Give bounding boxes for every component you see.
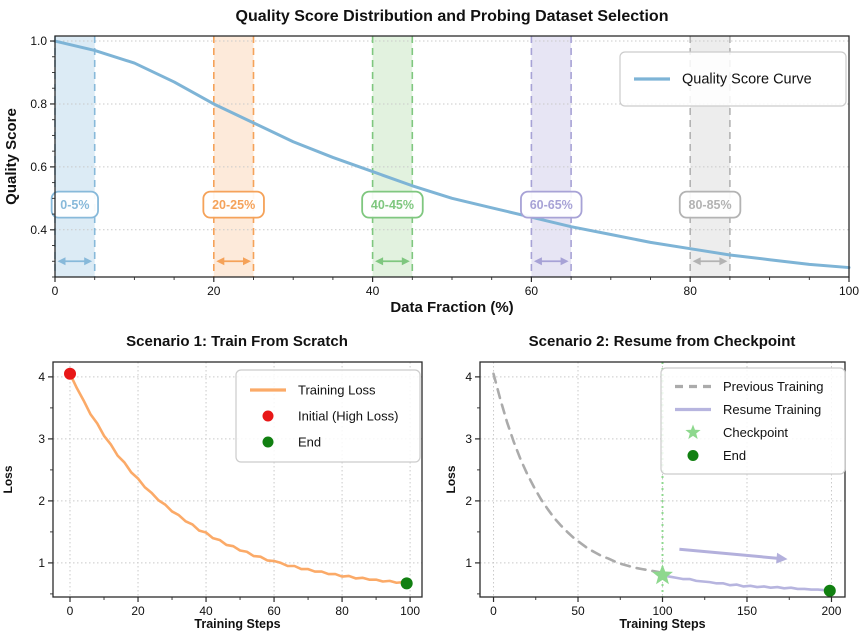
band-fill-40-45% bbox=[372, 36, 413, 277]
svg-text:50: 50 bbox=[571, 604, 585, 618]
svg-text:20: 20 bbox=[207, 284, 221, 298]
x-axis-label: Training Steps bbox=[194, 617, 280, 631]
svg-text:Previous Training: Previous Training bbox=[723, 379, 823, 394]
legend-item-Previous Training: Previous Training bbox=[675, 379, 823, 394]
chart-title: Scenario 1: Train From Scratch bbox=[126, 333, 348, 350]
quality-score-chart: 0-5% 20-25% 40-45% 60-65% 80-85% 0 20 40 60 80 100… bbox=[3, 8, 859, 316]
svg-text:80: 80 bbox=[335, 604, 349, 618]
series-Quality Score Curve bbox=[53, 39, 851, 270]
svg-text:2: 2 bbox=[465, 494, 472, 508]
chart-title: Quality Score Distribution and Probing D… bbox=[236, 8, 669, 25]
svg-text:0: 0 bbox=[52, 284, 59, 298]
series-Previous Training bbox=[492, 372, 664, 575]
svg-text:60-65%: 60-65% bbox=[530, 198, 573, 212]
svg-text:0.6: 0.6 bbox=[30, 160, 47, 174]
legend-item-Training Loss: Training Loss bbox=[250, 383, 376, 398]
scenario2-chart: 0 50 100 150 200 1 2 3 4 Scenario 2: Resume from … bbox=[444, 333, 846, 631]
legend-item-End: End bbox=[262, 435, 321, 450]
svg-text:20: 20 bbox=[131, 604, 145, 618]
svg-text:End: End bbox=[723, 448, 746, 463]
legend-item-Initial (High Loss): Initial (High Loss) bbox=[262, 409, 398, 424]
band-range-arrow bbox=[216, 257, 251, 266]
svg-text:20-25%: 20-25% bbox=[212, 198, 255, 212]
band-range-arrow bbox=[533, 257, 569, 266]
legend-item-Checkpoint: Checkpoint bbox=[685, 424, 788, 440]
legend: Quality Score Curve bbox=[619, 51, 847, 107]
svg-text:40: 40 bbox=[366, 284, 380, 298]
svg-text:Training Loss: Training Loss bbox=[298, 383, 376, 398]
band-fill-20-25% bbox=[213, 36, 254, 277]
end-point bbox=[400, 577, 413, 590]
svg-text:60: 60 bbox=[267, 604, 281, 618]
svg-text:Quality Score Curve: Quality Score Curve bbox=[682, 72, 812, 88]
svg-text:3: 3 bbox=[38, 432, 45, 446]
x-axis-label: Data Fraction (%) bbox=[390, 299, 513, 316]
y-axis-label: Loss bbox=[1, 465, 15, 493]
svg-text:60: 60 bbox=[525, 284, 539, 298]
y-axis-label: Quality Score bbox=[3, 108, 20, 205]
gridlines bbox=[55, 40, 849, 231]
svg-text:0.8: 0.8 bbox=[30, 97, 47, 111]
svg-text:150: 150 bbox=[737, 604, 757, 618]
svg-text:40-45%: 40-45% bbox=[371, 198, 414, 212]
scenario1-chart: 0 20 40 60 80 100 1 2 3 4 Scenario 1: Train From S… bbox=[1, 333, 423, 631]
axis-ticks: 0 20 40 60 80 100 1 2 3 4 bbox=[38, 370, 420, 618]
svg-text:0: 0 bbox=[67, 604, 74, 618]
band-fill-0-5% bbox=[55, 36, 95, 277]
svg-text:1: 1 bbox=[38, 556, 45, 570]
y-axis-label: Loss bbox=[444, 465, 458, 493]
svg-text:0.4: 0.4 bbox=[30, 223, 47, 237]
chart-title: Scenario 2: Resume from Checkpoint bbox=[529, 333, 796, 350]
resume-direction-arrow bbox=[679, 547, 788, 564]
axis-ticks: 0 20 40 60 80 100 0.4 0.6 0.8 1.0 bbox=[30, 34, 859, 298]
svg-text:4: 4 bbox=[465, 370, 472, 384]
axis-ticks: 0 50 100 150 200 1 2 3 4 bbox=[465, 370, 842, 618]
svg-text:0-5%: 0-5% bbox=[60, 198, 89, 212]
initial-high-loss-point bbox=[64, 367, 77, 380]
band-label-20-25%: 20-25% bbox=[202, 190, 265, 266]
svg-text:1.0: 1.0 bbox=[30, 34, 47, 48]
legend-item-End: End bbox=[687, 448, 746, 463]
x-axis-label: Training Steps bbox=[619, 617, 705, 631]
svg-text:0: 0 bbox=[490, 604, 497, 618]
band-label-40-45%: 40-45% bbox=[361, 190, 424, 266]
band-range-arrow bbox=[57, 257, 93, 266]
svg-text:Checkpoint: Checkpoint bbox=[723, 425, 788, 440]
series-Training Loss bbox=[68, 372, 412, 585]
series-Resume Training bbox=[661, 574, 833, 593]
band-label-60-65%: 60-65% bbox=[520, 190, 583, 266]
band-label-0-5%: 0-5% bbox=[50, 190, 99, 266]
checkpoint-star bbox=[652, 564, 673, 585]
legend-item-Quality Score Curve: Quality Score Curve bbox=[634, 72, 812, 88]
svg-text:80: 80 bbox=[684, 284, 698, 298]
band-label-80-85%: 80-85% bbox=[678, 190, 742, 266]
svg-text:4: 4 bbox=[38, 370, 45, 384]
band-range-arrow bbox=[692, 257, 728, 266]
svg-text:80-85%: 80-85% bbox=[689, 198, 732, 212]
legend-item-Resume Training: Resume Training bbox=[675, 402, 821, 417]
svg-text:Initial (High Loss): Initial (High Loss) bbox=[298, 409, 398, 424]
svg-text:1: 1 bbox=[465, 556, 472, 570]
band-fill-60-65% bbox=[531, 36, 572, 277]
svg-text:Resume Training: Resume Training bbox=[723, 402, 821, 417]
legend: Training Loss Initial (High Loss) End bbox=[235, 369, 421, 463]
band-fills bbox=[55, 36, 730, 277]
plot-border bbox=[52, 361, 423, 598]
svg-text:100: 100 bbox=[652, 604, 672, 618]
legend: Previous Training Resume Training Checkpoi… bbox=[660, 367, 846, 475]
svg-text:End: End bbox=[298, 435, 321, 450]
end-point bbox=[823, 584, 836, 597]
svg-text:2: 2 bbox=[38, 494, 45, 508]
svg-text:100: 100 bbox=[400, 604, 420, 618]
band-range-arrow bbox=[375, 257, 410, 266]
svg-text:200: 200 bbox=[821, 604, 841, 618]
svg-text:40: 40 bbox=[199, 604, 213, 618]
svg-text:100: 100 bbox=[839, 284, 859, 298]
svg-text:3: 3 bbox=[465, 432, 472, 446]
